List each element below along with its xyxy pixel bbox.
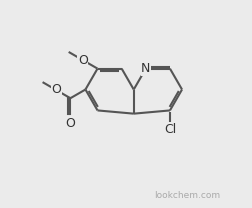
Text: O: O — [78, 54, 87, 67]
Text: Cl: Cl — [163, 123, 175, 136]
Text: O: O — [51, 83, 61, 97]
Text: N: N — [141, 62, 150, 75]
Text: lookchem.com: lookchem.com — [153, 191, 219, 200]
Text: O: O — [65, 117, 75, 130]
